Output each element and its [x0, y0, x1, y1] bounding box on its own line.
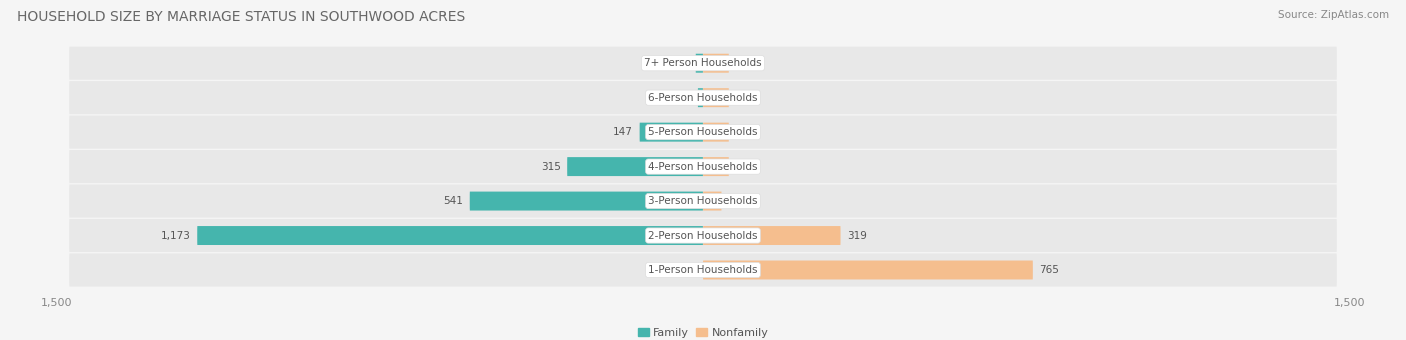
FancyBboxPatch shape — [696, 54, 703, 73]
Text: 17: 17 — [676, 58, 689, 68]
Text: 0: 0 — [735, 93, 742, 103]
FancyBboxPatch shape — [703, 260, 1033, 279]
FancyBboxPatch shape — [703, 123, 728, 142]
Text: 319: 319 — [846, 231, 868, 240]
FancyBboxPatch shape — [69, 185, 1337, 218]
FancyBboxPatch shape — [703, 88, 728, 107]
FancyBboxPatch shape — [470, 191, 703, 210]
FancyBboxPatch shape — [703, 157, 728, 176]
Text: 3-Person Households: 3-Person Households — [648, 196, 758, 206]
FancyBboxPatch shape — [703, 54, 728, 73]
Text: 765: 765 — [1039, 265, 1059, 275]
Text: 12: 12 — [678, 93, 692, 103]
Text: 1,173: 1,173 — [160, 231, 191, 240]
Text: 1-Person Households: 1-Person Households — [648, 265, 758, 275]
Text: 4-Person Households: 4-Person Households — [648, 162, 758, 172]
Text: 7+ Person Households: 7+ Person Households — [644, 58, 762, 68]
Text: 43: 43 — [728, 196, 741, 206]
Text: 2-Person Households: 2-Person Households — [648, 231, 758, 240]
FancyBboxPatch shape — [69, 219, 1337, 252]
Text: 541: 541 — [443, 196, 463, 206]
FancyBboxPatch shape — [567, 157, 703, 176]
Text: 0: 0 — [735, 127, 742, 137]
FancyBboxPatch shape — [69, 253, 1337, 287]
FancyBboxPatch shape — [69, 116, 1337, 149]
FancyBboxPatch shape — [69, 150, 1337, 183]
Text: 0: 0 — [735, 58, 742, 68]
Text: 315: 315 — [541, 162, 561, 172]
Text: 6-Person Households: 6-Person Households — [648, 93, 758, 103]
Text: HOUSEHOLD SIZE BY MARRIAGE STATUS IN SOUTHWOOD ACRES: HOUSEHOLD SIZE BY MARRIAGE STATUS IN SOU… — [17, 10, 465, 24]
FancyBboxPatch shape — [197, 226, 703, 245]
Text: 147: 147 — [613, 127, 633, 137]
FancyBboxPatch shape — [703, 226, 841, 245]
Text: 0: 0 — [735, 162, 742, 172]
FancyBboxPatch shape — [69, 47, 1337, 80]
Text: Source: ZipAtlas.com: Source: ZipAtlas.com — [1278, 10, 1389, 20]
FancyBboxPatch shape — [697, 88, 703, 107]
FancyBboxPatch shape — [69, 81, 1337, 114]
FancyBboxPatch shape — [640, 123, 703, 142]
Text: 5-Person Households: 5-Person Households — [648, 127, 758, 137]
FancyBboxPatch shape — [703, 191, 721, 210]
Legend: Family, Nonfamily: Family, Nonfamily — [633, 323, 773, 340]
